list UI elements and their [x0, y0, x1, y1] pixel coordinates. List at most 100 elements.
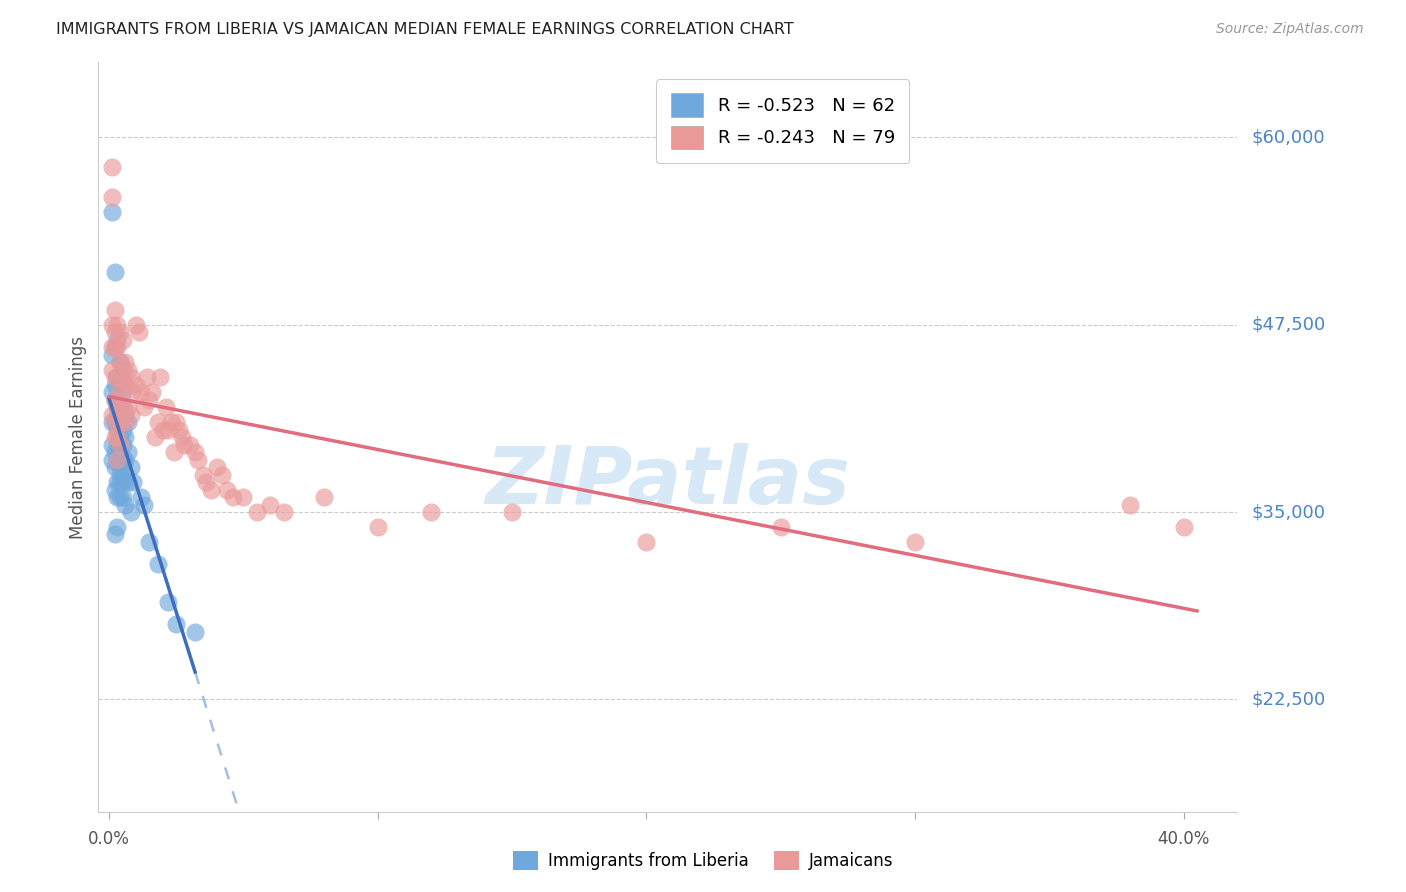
Point	[205, 460, 228, 475]
Point	[246, 505, 269, 519]
Point	[101, 161, 124, 175]
Point	[122, 475, 145, 489]
Point	[162, 445, 184, 459]
Point	[111, 370, 134, 384]
Point	[125, 377, 148, 392]
Point	[103, 527, 125, 541]
Point	[143, 430, 166, 444]
Point	[105, 318, 128, 332]
Point	[135, 370, 157, 384]
Point	[111, 423, 134, 437]
Point	[114, 377, 136, 392]
Point	[105, 423, 128, 437]
Point	[108, 430, 131, 444]
Point	[120, 505, 142, 519]
Point	[105, 430, 128, 444]
Point	[108, 445, 131, 459]
Point	[120, 408, 142, 422]
Point	[179, 437, 201, 451]
Point	[101, 452, 124, 467]
Point	[108, 460, 131, 475]
Point	[157, 423, 180, 437]
Point	[187, 452, 209, 467]
Point	[105, 520, 128, 534]
Point	[222, 490, 245, 504]
Text: IMMIGRANTS FROM LIBERIA VS JAMAICAN MEDIAN FEMALE EARNINGS CORRELATION CHART: IMMIGRANTS FROM LIBERIA VS JAMAICAN MEDI…	[56, 22, 794, 37]
Point	[111, 400, 134, 414]
Point	[160, 415, 183, 429]
Point	[105, 475, 128, 489]
Point	[141, 385, 163, 400]
Point	[111, 362, 134, 376]
Point	[157, 595, 180, 609]
Point	[105, 400, 128, 414]
Point	[108, 415, 131, 429]
Point	[165, 415, 187, 429]
Legend: R = -0.523   N = 62, R = -0.243   N = 79: R = -0.523 N = 62, R = -0.243 N = 79	[657, 79, 910, 163]
Point	[211, 467, 233, 482]
Point	[312, 490, 335, 504]
Point	[108, 400, 131, 414]
Point	[103, 415, 125, 429]
Point	[111, 333, 134, 347]
Point	[103, 445, 125, 459]
Point	[117, 362, 139, 376]
Point	[101, 340, 124, 354]
Point	[108, 475, 131, 489]
Text: $47,500: $47,500	[1251, 316, 1326, 334]
Point	[105, 370, 128, 384]
Point	[105, 452, 128, 467]
Point	[636, 535, 658, 549]
Point	[117, 415, 139, 429]
Point	[105, 490, 128, 504]
Point	[103, 483, 125, 497]
Point	[165, 617, 187, 632]
Point	[122, 385, 145, 400]
Point	[103, 415, 125, 429]
Point	[108, 490, 131, 504]
Point	[108, 325, 131, 339]
Point	[108, 370, 131, 384]
Point	[103, 265, 125, 279]
Point	[101, 437, 124, 451]
Point	[108, 408, 131, 422]
Point	[501, 505, 523, 519]
Point	[103, 325, 125, 339]
Point	[105, 408, 128, 422]
Point	[101, 362, 124, 376]
Point	[114, 415, 136, 429]
Point	[105, 452, 128, 467]
Point	[170, 430, 193, 444]
Point	[103, 302, 125, 317]
Point	[117, 400, 139, 414]
Point	[259, 498, 281, 512]
Point	[193, 467, 215, 482]
Point	[108, 437, 131, 451]
Text: $22,500: $22,500	[1251, 690, 1326, 708]
Point	[131, 490, 153, 504]
Point	[173, 437, 195, 451]
Point	[125, 318, 148, 332]
Point	[200, 483, 222, 497]
Point	[769, 520, 792, 534]
Point	[114, 377, 136, 392]
Point	[155, 400, 177, 414]
Point	[132, 498, 155, 512]
Point	[105, 370, 128, 384]
Point	[105, 333, 128, 347]
Point	[111, 490, 134, 504]
Point	[105, 400, 128, 414]
Point	[103, 392, 125, 407]
Point	[101, 205, 124, 219]
Text: 40.0%: 40.0%	[1157, 830, 1209, 847]
Point	[114, 355, 136, 369]
Point	[101, 348, 124, 362]
Point	[138, 535, 160, 549]
Point	[1119, 498, 1142, 512]
Point	[105, 437, 128, 451]
Point	[114, 408, 136, 422]
Point	[184, 445, 207, 459]
Point	[108, 355, 131, 369]
Point	[101, 318, 124, 332]
Point	[105, 340, 128, 354]
